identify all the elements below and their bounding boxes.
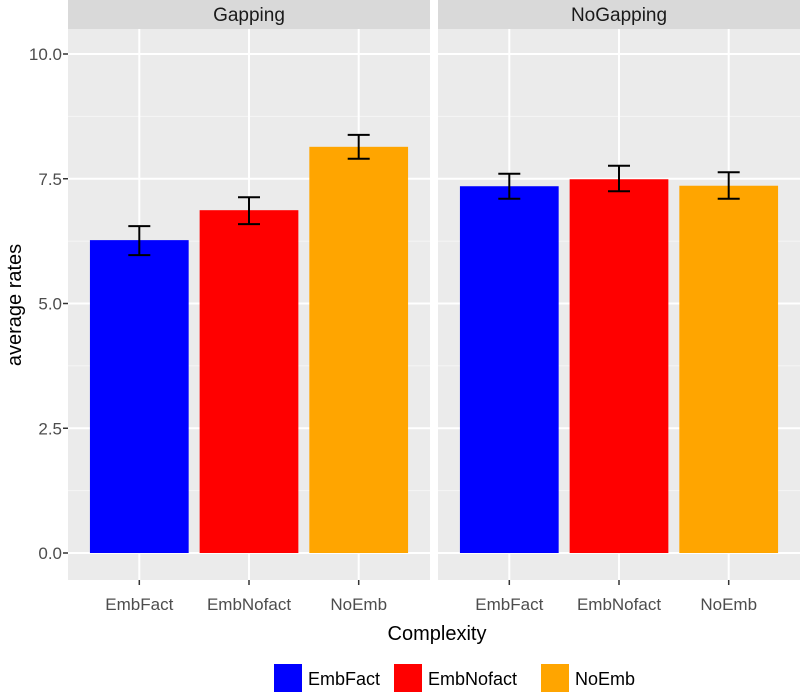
facet-label: NoGapping [571,5,667,26]
panel-nogapping: NoGapping EmbFact EmbNofact NoEmb [438,0,800,614]
bar-embnofact [569,179,669,553]
bar-noemb [309,146,409,553]
error-bar [498,172,521,200]
x-tick-label: EmbFact [475,595,543,614]
facet-strip [438,0,800,29]
y-tick-label: 2.5 [38,419,62,438]
y-tick-label: 10.0 [29,45,62,64]
error-bar [347,133,370,160]
y-axis-title: average rates [4,244,26,366]
legend-label: EmbFact [308,669,380,689]
error-bar [128,225,151,257]
legend-label: NoEmb [575,669,635,689]
y-tick-label: 7.5 [38,170,62,189]
x-tick-label: EmbNofact [577,595,661,614]
bar-embfact [459,186,559,554]
legend-key-noemb [541,664,569,692]
x-tick-label: EmbNofact [207,595,291,614]
legend: EmbFact EmbNofact NoEmb [274,664,635,692]
x-axis-title: Complexity [388,623,487,645]
legend-key-embnofact [394,664,422,692]
panel-gapping: Gapping EmbFact EmbNofact NoEmb [68,0,430,614]
bar-noemb [679,185,779,553]
x-tick-label: NoEmb [330,595,387,614]
facet-label: Gapping [213,5,285,26]
error-bar [717,171,740,200]
y-tick-label: 0.0 [38,544,62,563]
legend-label: EmbNofact [428,669,517,689]
error-bar [608,164,630,193]
y-axis: 0.0 2.5 5.0 7.5 10.0 [29,45,68,563]
facet-strip [68,0,430,29]
y-tick-label: 5.0 [38,295,62,314]
legend-key-embfact [274,664,302,692]
x-tick-label: EmbFact [105,595,173,614]
bar-embfact [89,240,189,553]
bar-embnofact [199,210,299,553]
error-bar [238,196,260,226]
x-tick-label: NoEmb [700,595,757,614]
